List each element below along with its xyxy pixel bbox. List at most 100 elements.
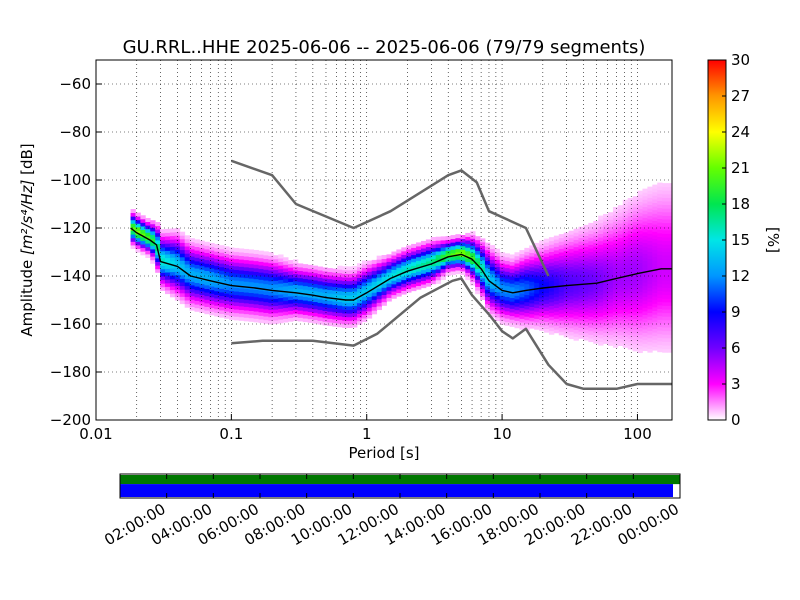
heatmap-cell xyxy=(219,252,225,257)
heatmap-cell xyxy=(529,259,535,264)
heatmap-cell xyxy=(263,258,269,263)
heatmap-cell xyxy=(292,291,299,296)
heatmap-cell xyxy=(406,277,412,282)
heatmap-cell xyxy=(150,234,156,239)
heatmap-cell xyxy=(233,298,240,303)
heatmap-cell xyxy=(356,263,363,268)
heatmap-cell xyxy=(440,236,446,241)
heatmap-cell xyxy=(583,304,589,309)
heatmap-cell xyxy=(529,267,535,271)
heatmap-cell xyxy=(632,282,638,287)
heatmap-cell xyxy=(155,229,161,234)
heatmap-cell xyxy=(524,258,530,263)
heatmap-cell xyxy=(327,282,333,287)
heatmap-cell xyxy=(598,244,604,249)
heatmap-cell xyxy=(647,226,653,231)
heatmap-cell xyxy=(411,287,417,292)
heatmap-cell xyxy=(489,284,496,289)
heatmap-cell xyxy=(342,269,348,274)
heatmap-cell xyxy=(529,299,535,304)
heatmap-cell xyxy=(627,287,634,292)
heatmap-cell xyxy=(548,327,555,332)
heatmap-cell xyxy=(307,275,314,280)
heatmap-cell xyxy=(588,287,594,292)
heatmap-cell xyxy=(356,299,363,304)
heatmap-cell xyxy=(332,322,338,327)
heatmap-cell xyxy=(391,273,397,278)
heatmap-cell xyxy=(603,296,609,301)
heatmap-cell xyxy=(455,255,461,260)
heatmap-cell xyxy=(430,244,437,249)
heatmap-cell xyxy=(430,255,437,259)
heatmap-cell xyxy=(642,217,648,222)
heatmap-cell xyxy=(632,329,638,334)
heatmap-cell xyxy=(499,313,506,318)
heatmap-cell xyxy=(376,298,382,303)
heatmap-cell xyxy=(440,250,446,255)
heatmap-cell xyxy=(647,348,653,353)
heatmap-cell xyxy=(229,315,235,320)
heatmap-cell xyxy=(135,244,141,249)
heatmap-cell xyxy=(273,302,279,307)
heatmap-cell xyxy=(617,277,624,282)
heatmap-cell xyxy=(647,255,653,260)
heatmap-cell xyxy=(243,288,250,293)
heatmap-cell xyxy=(199,240,205,245)
heatmap-cell xyxy=(480,292,486,297)
heatmap-cell xyxy=(332,268,338,273)
heatmap-cell xyxy=(583,332,589,337)
heatmap-cell xyxy=(416,271,422,276)
heatmap-cell xyxy=(366,260,373,265)
heatmap-cell xyxy=(361,303,368,308)
heatmap-cell xyxy=(169,289,176,294)
heatmap-cell xyxy=(583,307,589,312)
heatmap-cell xyxy=(657,197,663,202)
heatmap-cell xyxy=(544,296,550,301)
heatmap-cell xyxy=(145,239,151,244)
heatmap-cell xyxy=(667,251,672,256)
heatmap-cell xyxy=(514,317,520,322)
heatmap-cell xyxy=(165,279,171,284)
heatmap-cell xyxy=(342,320,348,325)
heatmap-cell xyxy=(608,277,614,282)
heatmap-cell xyxy=(598,276,604,281)
heatmap-cell xyxy=(578,277,584,282)
heatmap-cell xyxy=(662,244,668,249)
heatmap-cell xyxy=(155,225,161,230)
heatmap-cell xyxy=(499,273,506,278)
heatmap-cell xyxy=(627,197,634,202)
heatmap-cell xyxy=(332,272,338,277)
heatmap-cell xyxy=(622,340,629,345)
heatmap-cell xyxy=(283,304,289,309)
heatmap-cell xyxy=(224,257,230,262)
heatmap-cell xyxy=(558,327,565,332)
heatmap-cell xyxy=(322,278,328,283)
heatmap-cell xyxy=(155,240,161,244)
heatmap-cell xyxy=(667,301,672,306)
heatmap-cell xyxy=(652,285,658,290)
heatmap-cell xyxy=(568,331,574,336)
heatmap-cell xyxy=(627,230,634,235)
heatmap-cell xyxy=(179,292,186,297)
heatmap-cell xyxy=(312,265,318,270)
heatmap-cell xyxy=(238,291,245,296)
heatmap-cell xyxy=(612,329,619,334)
heatmap-cell xyxy=(593,328,599,333)
heatmap-cell xyxy=(401,272,407,277)
heatmap-cell xyxy=(667,255,672,260)
heatmap-cell xyxy=(352,273,358,278)
heatmap-cell xyxy=(568,302,574,307)
heatmap-cell xyxy=(632,232,638,237)
heatmap-cell xyxy=(612,275,619,280)
heatmap-cell xyxy=(484,264,491,269)
heatmap-cell xyxy=(460,235,466,240)
heatmap-cell xyxy=(627,345,634,350)
heatmap-cell xyxy=(484,275,491,280)
heatmap-cell xyxy=(593,314,599,319)
heatmap-cell xyxy=(243,277,250,282)
heatmap-cell xyxy=(273,255,279,260)
heatmap-cell xyxy=(627,241,634,246)
heatmap-cell xyxy=(578,291,584,296)
heatmap-cell xyxy=(588,316,594,321)
heatmap-cell xyxy=(352,287,358,292)
